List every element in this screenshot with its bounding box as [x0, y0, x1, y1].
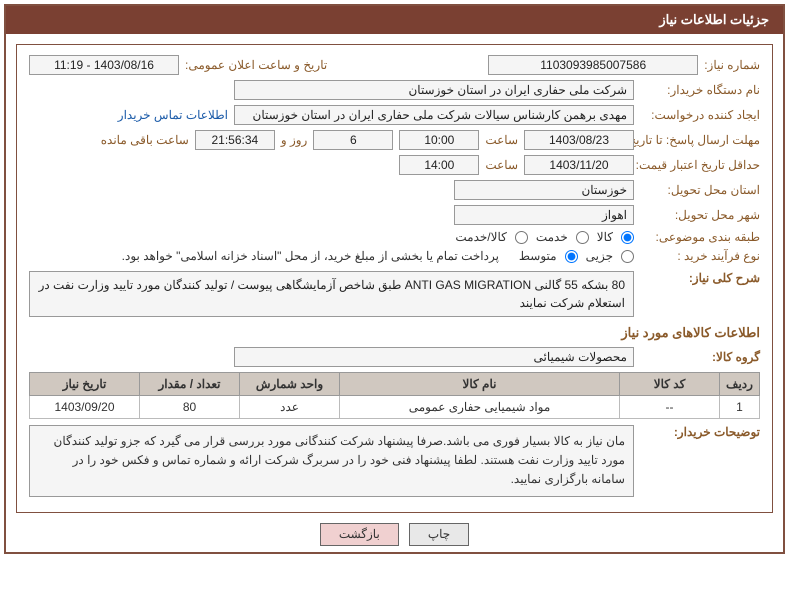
proc-radio-group: جزیی متوسط	[519, 249, 634, 263]
proc-medium-radio[interactable]	[565, 250, 578, 263]
province	[454, 180, 634, 200]
title-bar: جزئیات اطلاعات نیاز	[6, 6, 783, 34]
th-name: نام کالا	[340, 373, 620, 396]
back-button[interactable]: بازگشت	[320, 523, 399, 546]
countdown	[195, 130, 275, 150]
td-row: 1	[720, 396, 760, 419]
print-button[interactable]: چاپ	[409, 523, 469, 546]
button-row: چاپ بازگشت	[6, 523, 783, 546]
buyer-org	[234, 80, 634, 100]
table-row: 1 -- مواد شیمیایی حفاری عمومی عدد 80 140…	[30, 396, 760, 419]
valid-until-label: حداقل تاریخ اعتبار قیمت: تا تاریخ:	[640, 158, 760, 172]
city	[454, 205, 634, 225]
td-name: مواد شیمیایی حفاری عمومی	[340, 396, 620, 419]
th-unit: واحد شمارش	[240, 373, 340, 396]
main-frame: جزئیات اطلاعات نیاز شماره نیاز: تاریخ و …	[4, 4, 785, 554]
announce-date-label: تاریخ و ساعت اعلان عمومی:	[185, 58, 327, 72]
goods-group	[234, 347, 634, 367]
topic-service-label: خدمت	[536, 230, 568, 244]
topic-radio-group: کالا خدمت کالا/خدمت	[455, 230, 634, 244]
buyer-notes-label: توضیحات خریدار:	[640, 425, 760, 439]
need-general-label: شرح کلی نیاز:	[640, 271, 760, 285]
valid-date	[524, 155, 634, 175]
td-unit: عدد	[240, 396, 340, 419]
time-label-1: ساعت	[485, 133, 518, 147]
goods-info-title: اطلاعات کالاهای مورد نیاز	[29, 325, 760, 341]
requester	[234, 105, 634, 125]
topic-both-radio[interactable]	[515, 231, 528, 244]
buyer-notes: مان نیاز به کالا بسیار فوری می باشد.صرفا…	[29, 425, 634, 497]
topic-class-label: طبقه بندی موضوعی:	[640, 230, 760, 244]
time-label-2: ساعت	[485, 158, 518, 172]
requester-label: ایجاد کننده درخواست:	[640, 108, 760, 122]
announce-date	[29, 55, 179, 75]
topic-goods-radio[interactable]	[621, 231, 634, 244]
valid-time	[399, 155, 479, 175]
topic-service-radio[interactable]	[576, 231, 589, 244]
need-general-desc: 80 بشکه 55 گالنی ANTI GAS MIGRATION طبق …	[29, 271, 634, 317]
details-panel: شماره نیاز: تاریخ و ساعت اعلان عمومی: نا…	[16, 44, 773, 513]
city-label: شهر محل تحویل:	[640, 208, 760, 222]
topic-both-label: کالا/خدمت	[455, 230, 506, 244]
topic-goods-label: کالا	[597, 230, 613, 244]
goods-table: ردیف کد کالا نام کالا واحد شمارش تعداد /…	[29, 372, 760, 419]
th-qty: تعداد / مقدار	[140, 373, 240, 396]
province-label: استان محل تحویل:	[640, 183, 760, 197]
th-row: ردیف	[720, 373, 760, 396]
need-number	[488, 55, 698, 75]
days-and-label: روز و	[281, 133, 308, 147]
remaining-label: ساعت باقی مانده	[101, 133, 189, 147]
buyer-org-label: نام دستگاه خریدار:	[640, 83, 760, 97]
proc-type-label: نوع فرآیند خرید :	[640, 249, 760, 263]
deadline-label: مهلت ارسال پاسخ: تا تاریخ:	[640, 133, 760, 147]
need-number-label: شماره نیاز:	[704, 58, 760, 72]
goods-group-label: گروه کالا:	[640, 350, 760, 364]
td-code: --	[620, 396, 720, 419]
days-remaining	[313, 130, 393, 150]
th-date: تاریخ نیاز	[30, 373, 140, 396]
deadline-time	[399, 130, 479, 150]
proc-medium-label: متوسط	[519, 249, 557, 263]
proc-partial-radio[interactable]	[621, 250, 634, 263]
buyer-contact-link[interactable]: اطلاعات تماس خریدار	[118, 108, 228, 122]
td-date: 1403/09/20	[30, 396, 140, 419]
th-code: کد کالا	[620, 373, 720, 396]
deadline-date	[524, 130, 634, 150]
proc-partial-label: جزیی	[586, 249, 613, 263]
td-qty: 80	[140, 396, 240, 419]
proc-note: پرداخت تمام یا بخشی از مبلغ خرید، از محل…	[122, 249, 499, 263]
